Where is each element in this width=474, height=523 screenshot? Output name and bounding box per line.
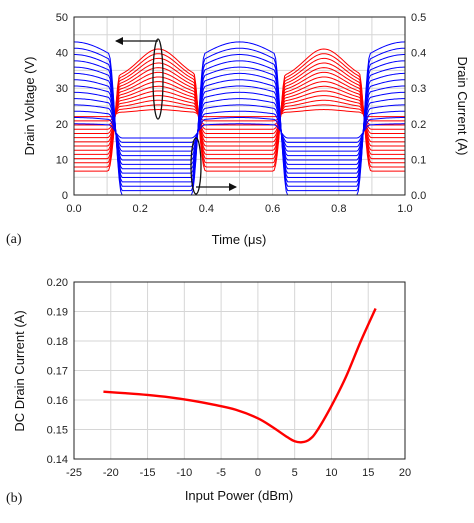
chart-a-current-line — [74, 85, 405, 165]
chart-a-voltage-line — [74, 104, 405, 122]
chart-a-voltage-line — [74, 48, 405, 172]
chart-a-ytick-left-label: 40 — [56, 48, 68, 60]
chart-a-current-line — [74, 116, 405, 143]
chart-a-current-line — [74, 79, 405, 170]
chart-a-voltage-line — [74, 62, 405, 160]
chart-b-xtick-label: 0 — [255, 467, 261, 479]
chart-a-ytick-left-label: 50 — [56, 12, 68, 24]
chart-b-xtick-label: -25 — [66, 467, 82, 479]
chart-b-ticks: -25 -20 -15 -10 -5 0 5 10 15 20 0.14 0.15 0.16 0.17 0.… — [47, 277, 412, 479]
chart-b-xtick-label: 20 — [399, 467, 411, 479]
chart-b-ytick-label: 0.18 — [47, 336, 68, 348]
chart-b-xtick-label: -5 — [216, 467, 226, 479]
chart-a-current-line — [74, 47, 405, 192]
chart-a-current-line — [74, 110, 405, 148]
chart-b-xtick-label: 5 — [292, 467, 298, 479]
chart-b-plot-area — [103, 308, 377, 444]
chart-a: 0.0 0.2 0.4 0.6 0.8 1.0 0 10 20 30 40 50 0.0 0.1 0.2 0.… — [6, 12, 470, 247]
chart-b-xtick-label: 10 — [325, 467, 337, 479]
chart-a-xtick-label: 0.6 — [265, 203, 280, 215]
chart-a-voltage-line — [74, 90, 405, 134]
chart-b-xtick-label: -15 — [140, 467, 156, 479]
chart-a-voltage-line — [74, 109, 405, 118]
chart-a-voltage-line — [74, 85, 405, 139]
chart-b-ytick-label: 0.19 — [47, 307, 68, 319]
chart-a-ytick-right-label: 0.5 — [411, 12, 426, 24]
chart-a-ylabel-right: Drain Current (A) — [455, 57, 470, 156]
chart-a-plot-area — [74, 41, 405, 195]
chart-b-ytick-label: 0.20 — [47, 277, 68, 289]
chart-a-ytick-right-label: 0.2 — [411, 119, 426, 131]
chart-b-ytick-label: 0.14 — [47, 454, 68, 466]
chart-a-current-line — [74, 54, 405, 187]
chart-a-xtick-label: 0.2 — [133, 203, 148, 215]
chart-b-ytick-label: 0.15 — [47, 425, 68, 437]
chart-b-frame — [73, 281, 406, 460]
chart-b-ylabel: DC Drain Current (A) — [12, 310, 27, 431]
chart-a-ytick-right-label: 0.1 — [411, 154, 426, 166]
chart-a-xtick-label: 1.0 — [397, 203, 412, 215]
chart-b-panel-label: (b) — [6, 491, 23, 506]
chart-b: -25 -20 -15 -10 -5 0 5 10 15 20 0.14 0.15 0.16 0.17 0.… — [6, 277, 411, 506]
chart-a-voltage-line — [74, 76, 405, 147]
chart-a-ytick-left-label: 20 — [56, 119, 68, 131]
chart-a-voltage-line — [74, 81, 405, 143]
chart-a-ylabel-left: Drain Voltage (V) — [22, 57, 37, 156]
chart-a-voltage-line — [74, 71, 405, 151]
chart-a-voltage-line — [74, 99, 405, 126]
chart-a-current-line — [74, 91, 405, 161]
chart-b-xtick-label: 15 — [362, 467, 374, 479]
chart-a-frame — [73, 16, 406, 196]
chart-a-xtick-label: 0.4 — [199, 203, 214, 215]
chart-a-annotation-current — [190, 137, 237, 195]
chart-b-grid — [73, 281, 406, 460]
chart-a-xtick-label: 0.8 — [331, 203, 346, 215]
chart-a-voltage-line — [74, 53, 405, 168]
chart-a-annotation-voltage — [115, 37, 164, 120]
chart-b-ytick-label: 0.17 — [47, 366, 68, 378]
chart-a-voltage-line — [74, 95, 405, 130]
chart-a-current-line — [74, 98, 405, 157]
chart-b-xtick-label: -20 — [103, 467, 119, 479]
chart-a-ytick-right-label: 0.0 — [411, 190, 426, 202]
chart-a-current-line — [74, 104, 405, 152]
chart-a-ytick-left-label: 30 — [56, 83, 68, 95]
chart-b-ytick-label: 0.16 — [47, 395, 68, 407]
chart-a-xlabel: Time (μs) — [212, 232, 267, 247]
chart-a-current-line — [74, 123, 405, 139]
chart-b-xtick-label: -10 — [176, 467, 192, 479]
chart-a-ticks: 0.0 0.2 0.4 0.6 0.8 1.0 0 10 20 30 40 50 0.0 0.1 0.2 0.… — [56, 12, 427, 215]
chart-a-panel-label: (a) — [6, 232, 22, 247]
chart-a-current-line — [74, 41, 405, 195]
chart-a-ytick-right-label: 0.3 — [411, 83, 426, 95]
chart-a-current-line — [74, 66, 405, 178]
chart-a-ytick-left-label: 10 — [56, 154, 68, 166]
chart-a-ytick-right-label: 0.4 — [411, 48, 426, 60]
chart-a-current-line — [74, 60, 405, 183]
chart-a-ytick-left-label: 0 — [62, 190, 68, 202]
chart-a-xtick-label: 0.0 — [66, 203, 81, 215]
chart-a-voltage-line — [74, 57, 405, 164]
chart-a-current-line — [74, 72, 405, 174]
chart-b-series-line — [103, 308, 377, 444]
chart-b-xlabel: Input Power (dBm) — [185, 488, 293, 503]
chart-a-voltage-line — [74, 67, 405, 155]
